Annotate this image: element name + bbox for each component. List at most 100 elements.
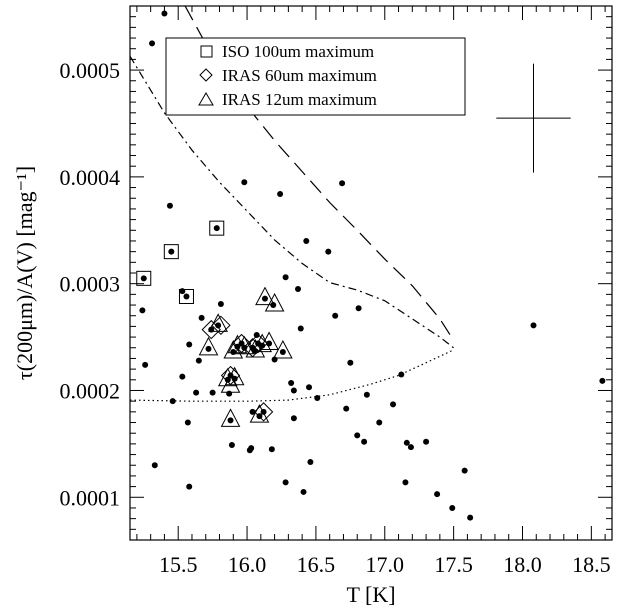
data-point (209, 389, 216, 396)
data-point (227, 417, 234, 424)
data-point (226, 390, 233, 397)
data-point (198, 314, 205, 321)
y-tick-label: 0.0005 (60, 58, 121, 83)
data-point (347, 359, 354, 366)
x-tick-label: 16.0 (228, 552, 267, 577)
x-tick-label: 18.5 (572, 552, 611, 577)
data-point (282, 479, 289, 486)
data-point (288, 380, 295, 387)
iras12-triangle-marker (249, 404, 270, 423)
data-point (205, 345, 212, 352)
iras12-triangle-marker (198, 336, 219, 356)
data-point (297, 325, 304, 332)
data-point (325, 248, 332, 255)
iras12-triangle-marker (264, 292, 285, 312)
legend-triangle-icon (198, 92, 214, 106)
iras60-diamond-marker (201, 319, 221, 340)
data-point (290, 387, 297, 394)
data-point (307, 459, 314, 466)
iso100-square-marker (163, 244, 179, 260)
x-tick-label: 17.0 (366, 552, 405, 577)
data-point (306, 384, 313, 391)
data-point (249, 408, 256, 415)
y-tick-label: 0.0002 (60, 378, 121, 403)
data-point (423, 438, 430, 445)
data-point (354, 432, 361, 439)
legend-square-icon (200, 45, 213, 58)
iras12-triangle-marker (208, 313, 228, 332)
data-point (169, 398, 176, 405)
data-point (184, 419, 191, 426)
iras12-triangle-marker (234, 335, 255, 355)
data-point (186, 483, 193, 490)
iso100-square-marker (178, 288, 194, 304)
x-tick-label: 16.5 (297, 552, 336, 577)
iras12-triangle-marker (220, 374, 241, 393)
data-point (253, 331, 260, 338)
data-point (140, 275, 147, 282)
legend-entry-iso100: ISO 100um maximum (222, 42, 374, 61)
iras12-markers (198, 286, 293, 427)
data-point (261, 295, 268, 302)
legend-diamond-icon (199, 68, 213, 82)
data-point (186, 341, 193, 348)
data-point (193, 389, 200, 396)
iras12-triangle-marker (217, 367, 238, 387)
y-axis-label: τ(200μm)/A(V) [mag⁻¹] (12, 166, 37, 380)
y-tick-label: 0.0001 (60, 485, 121, 510)
data-point (467, 514, 474, 521)
data-point (343, 405, 350, 412)
data-point (168, 248, 175, 255)
iras12-triangle-marker (252, 333, 273, 353)
data-point (314, 394, 321, 401)
data-point (279, 349, 286, 356)
data-point (290, 415, 297, 422)
data-point (268, 446, 275, 453)
legend-entry-iras12: IRAS 12um maximum (222, 90, 377, 109)
data-point (599, 377, 606, 384)
iras60-diamond-marker (211, 315, 231, 336)
data-point (215, 322, 222, 329)
data-point (142, 361, 149, 368)
iras12-triangle-marker (273, 339, 293, 359)
data-point (166, 202, 173, 209)
axes: 15.5 16.0 16.5 17.0 17.5 18.0 18.5 0.0001 0.0002… (60, 6, 612, 577)
data-point (363, 391, 370, 398)
error-bar (496, 63, 571, 173)
data-point (402, 479, 409, 486)
data-point (376, 419, 383, 426)
data-point (230, 349, 237, 356)
iso100-square-marker (209, 220, 225, 236)
data-point (390, 401, 397, 408)
data-point (183, 293, 190, 300)
data-point (355, 305, 362, 312)
data-point (213, 225, 220, 232)
iras12-triangle-marker (245, 338, 266, 358)
data-point (332, 312, 339, 319)
x-axis-label: T [K] (346, 582, 395, 607)
data-point (303, 237, 310, 244)
iras12-triangle-marker (259, 331, 279, 350)
legend: ISO 100um maximum IRAS 60um maximum IRAS… (165, 37, 466, 116)
iras12-triangle-marker (227, 334, 248, 354)
data-point (277, 190, 284, 197)
data-point (403, 439, 410, 446)
iras60-diamond-marker (248, 333, 268, 354)
data-point (161, 10, 168, 17)
data-point (139, 307, 146, 314)
iras12-triangle-marker (255, 286, 275, 306)
data-point (530, 322, 537, 329)
data-point (398, 371, 405, 378)
x-tick-label: 15.5 (159, 552, 198, 577)
legend-box (165, 37, 466, 116)
legend-entry-iras60: IRAS 60um maximum (222, 66, 377, 85)
data-point (246, 447, 253, 454)
y-tick-label: 0.0004 (60, 165, 121, 190)
x-tick-label: 18.0 (503, 552, 542, 577)
data-point (228, 441, 235, 448)
data-point (434, 491, 441, 498)
data-point (295, 286, 302, 293)
data-point (300, 488, 307, 495)
iras12-triangle-marker (220, 408, 241, 427)
data-point (179, 373, 186, 380)
